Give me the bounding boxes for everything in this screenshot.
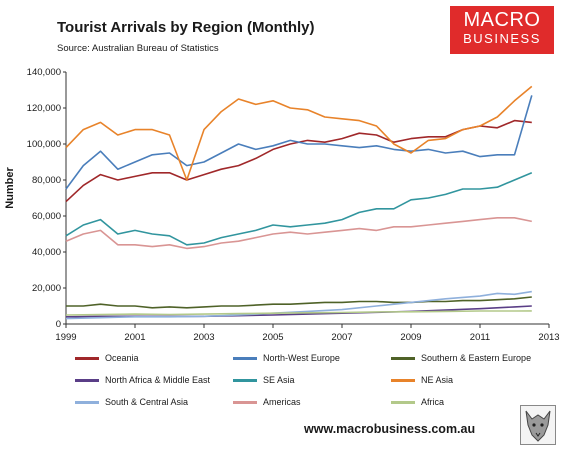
chart-axes: 0 20,000 40,000 60,000 80,000 100,000 120,000 1… bbox=[27, 67, 560, 343]
website-url[interactable]: www.macrobusiness.com.au bbox=[304, 422, 476, 436]
legend-item-oceania: Oceania bbox=[75, 353, 139, 363]
series-line-ne-asia bbox=[65, 85, 533, 181]
chart-title: Tourist Arrivals by Region (Monthly) bbox=[57, 19, 315, 36]
legend-item-north-africa-middle-east: North Africa & Middle East bbox=[75, 375, 210, 385]
legend-swatch bbox=[75, 357, 99, 361]
legend-swatch bbox=[233, 379, 257, 383]
y-tick-label: 20,000 bbox=[32, 283, 61, 294]
legend-label: North Africa & Middle East bbox=[105, 375, 211, 385]
y-tick-label: 140,000 bbox=[27, 67, 61, 78]
legend-swatch bbox=[233, 401, 257, 405]
series-lines bbox=[65, 85, 533, 320]
legend-swatch bbox=[391, 357, 415, 361]
x-tick-label: 2011 bbox=[470, 332, 490, 343]
series-line-north-west-europe bbox=[65, 95, 533, 190]
legend-item-americas: Americas bbox=[233, 397, 301, 407]
legend-label: North-West Europe bbox=[263, 353, 340, 363]
series-line-se-asia bbox=[65, 172, 533, 246]
legend-swatch bbox=[391, 401, 415, 405]
legend-swatch bbox=[391, 379, 415, 383]
x-tick-label: 1999 bbox=[55, 332, 76, 343]
x-tick-label: 2009 bbox=[400, 332, 421, 343]
legend-label: Americas bbox=[263, 397, 301, 407]
legend-item-ne-asia: NE Asia bbox=[391, 375, 453, 385]
legend-item-africa: Africa bbox=[391, 397, 444, 407]
chart-subtitle: Source: Australian Bureau of Statistics bbox=[57, 43, 219, 54]
legend-item-south-central-asia: South & Central Asia bbox=[75, 397, 188, 407]
legend-swatch bbox=[75, 379, 99, 383]
x-tick-label: 2003 bbox=[193, 332, 214, 343]
legend-swatch bbox=[75, 401, 99, 405]
series-line-south-central-asia bbox=[65, 290, 532, 320]
y-tick-label: 120,000 bbox=[27, 103, 61, 114]
legend-label: SE Asia bbox=[263, 375, 295, 385]
series-line-africa bbox=[65, 310, 532, 316]
macrobusiness-logo: MACRO BUSINESS bbox=[450, 6, 554, 54]
y-tick-label: 0 bbox=[56, 319, 61, 330]
logo-line-macro: MACRO bbox=[463, 9, 541, 31]
legend-label: NE Asia bbox=[421, 375, 454, 385]
x-tick-label: 2005 bbox=[262, 332, 283, 343]
y-axis-label: Number bbox=[4, 167, 16, 209]
legend-label: Africa bbox=[421, 397, 445, 407]
legend-item-north-west-europe: North-West Europe bbox=[233, 353, 340, 363]
legend-swatch bbox=[233, 357, 257, 361]
series-line-southern-eastern-europe bbox=[66, 296, 532, 309]
y-tick-label: 80,000 bbox=[32, 175, 61, 186]
legend-item-southern-eastern-europe: Southern & Eastern Europe bbox=[391, 353, 531, 363]
y-tick-label: 60,000 bbox=[32, 211, 61, 222]
wolf-icon bbox=[520, 405, 556, 445]
x-tick-label: 2007 bbox=[331, 332, 352, 343]
legend-label: South & Central Asia bbox=[105, 397, 189, 407]
legend-item-se-asia: SE Asia bbox=[233, 375, 295, 385]
series-line-americas bbox=[65, 217, 532, 250]
legend-label: Southern & Eastern Europe bbox=[421, 353, 532, 363]
y-tick-label: 40,000 bbox=[32, 247, 61, 258]
logo-line-business: BUSINESS bbox=[463, 31, 541, 46]
legend-label: Oceania bbox=[105, 353, 139, 363]
x-tick-label: 2013 bbox=[538, 332, 559, 343]
x-tick-label: 2001 bbox=[124, 332, 145, 343]
y-tick-label: 100,000 bbox=[27, 139, 61, 150]
